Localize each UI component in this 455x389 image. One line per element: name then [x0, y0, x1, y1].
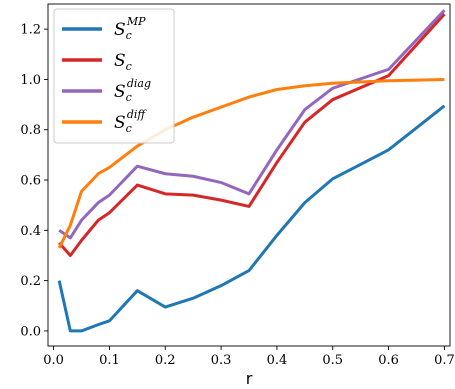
- y-tick-label: 1.2: [20, 23, 41, 38]
- series-line-2: [58, 9, 446, 240]
- x-tick-label: 0.4: [267, 353, 288, 368]
- legend-label: Scdiag: [114, 77, 151, 104]
- x-axis-title: r: [246, 369, 253, 388]
- x-tick-label: 0.7: [434, 353, 455, 368]
- y-axis: 0.0 0.2 0.4 0.6 0.8 1.0 1.2: [20, 23, 48, 339]
- y-tick-label: 0.2: [20, 274, 41, 289]
- x-axis: 0.0 0.1 0.2 0.3 0.4 0.5 0.6 0.7: [43, 346, 455, 368]
- x-tick-label: 0.3: [211, 353, 232, 368]
- legend-label: ScMP: [114, 15, 146, 42]
- legend-label: Sc: [114, 51, 132, 73]
- x-tick-label: 0.2: [155, 353, 176, 368]
- plot-lines: [57, 9, 446, 333]
- y-tick-label: 0.6: [20, 174, 41, 189]
- series-line-0: [57, 104, 446, 333]
- x-tick-label: 0.0: [43, 353, 64, 368]
- legend: ScMP Sc Scdiag Scdiff: [53, 8, 175, 144]
- y-tick-label: 0.8: [20, 123, 41, 138]
- x-tick-label: 0.1: [99, 353, 120, 368]
- series-line-1: [58, 13, 446, 257]
- x-tick-label: 0.5: [322, 353, 343, 368]
- legend-box: [53, 8, 175, 144]
- x-tick-label: 0.6: [378, 353, 399, 368]
- legend-label: Scdiff: [114, 108, 147, 135]
- series-line-3: [57, 77, 445, 249]
- y-tick-label: 1.0: [20, 73, 41, 88]
- plot-frame: [47, 3, 451, 347]
- y-tick-label: 0.4: [20, 224, 41, 239]
- y-tick-label: 0.0: [20, 324, 41, 339]
